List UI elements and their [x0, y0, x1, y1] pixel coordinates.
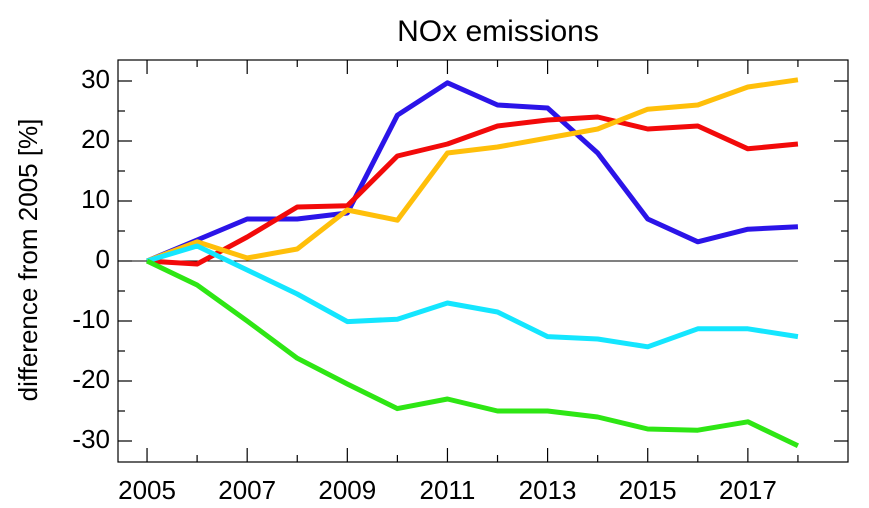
y-tick-label: -20 [72, 364, 110, 394]
x-tick-label: 2009 [318, 475, 376, 505]
y-tick-label: 20 [81, 124, 110, 154]
x-tick-label: 2005 [118, 475, 176, 505]
series-line [146, 243, 799, 350]
x-tick-label: 2007 [218, 475, 276, 505]
x-tick-label: 2011 [419, 475, 475, 505]
y-tick-label: 0 [96, 244, 110, 274]
y-tick-label: 30 [81, 64, 110, 94]
x-tick-label: 2017 [719, 475, 777, 505]
x-tick-label: 2015 [619, 475, 677, 505]
y-tick-label: -30 [72, 424, 110, 454]
series-line [145, 258, 800, 449]
chart-title: NOx emissions [397, 15, 599, 48]
x-tick-label: 2013 [519, 475, 577, 505]
y-tick-label: -10 [72, 304, 110, 334]
series-line [146, 80, 799, 264]
y-axis-label: difference from 2005 [%] [13, 119, 43, 402]
series-line [146, 77, 799, 264]
y-tick-label: 10 [81, 184, 110, 214]
series-line [146, 114, 799, 267]
